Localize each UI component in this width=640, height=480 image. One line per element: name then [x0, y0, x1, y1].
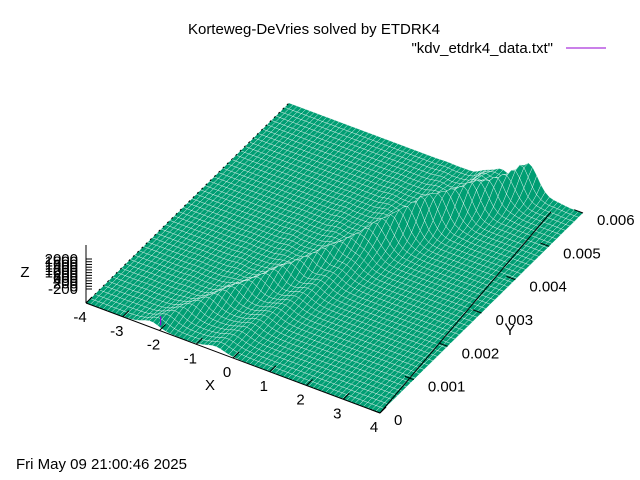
x-tick-label: 1 — [260, 378, 268, 395]
x-axis-label: X — [205, 377, 215, 394]
y-tick-label: 0.004 — [529, 279, 567, 296]
chart-title: Korteweg-DeVries solved by ETDRK4 — [188, 21, 440, 38]
x-tick-label: 3 — [333, 405, 341, 422]
legend: "kdv_etdrk4_data.txt" — [411, 40, 606, 57]
x-tick-label: -2 — [147, 337, 160, 354]
timestamp: Fri May 09 21:00:46 2025 — [16, 456, 187, 473]
x-tick-label: 4 — [370, 419, 378, 436]
y-tick-label: 0 — [394, 412, 402, 429]
y-tick-label: 0.001 — [428, 379, 466, 396]
y-tick-label: 0.006 — [597, 212, 635, 229]
legend-entry-label: "kdv_etdrk4_data.txt" — [411, 40, 553, 57]
z-axis-label: Z — [20, 264, 29, 281]
x-tick-label: -4 — [73, 309, 86, 326]
z-axis-ticks: -200020040060080010001200140016001800200… — [45, 251, 92, 298]
x-tick-label: -3 — [110, 323, 123, 340]
x-tick-label: 2 — [296, 392, 304, 409]
y-tick-label: 0.005 — [563, 245, 601, 262]
x-tick-label: 0 — [223, 364, 231, 381]
z-tick-label: 2000 — [45, 251, 78, 268]
y-tick-label: 0.002 — [462, 345, 500, 362]
x-tick-label: -1 — [184, 350, 197, 367]
y-axis-label: Y — [505, 322, 515, 339]
surface — [85, 102, 584, 414]
